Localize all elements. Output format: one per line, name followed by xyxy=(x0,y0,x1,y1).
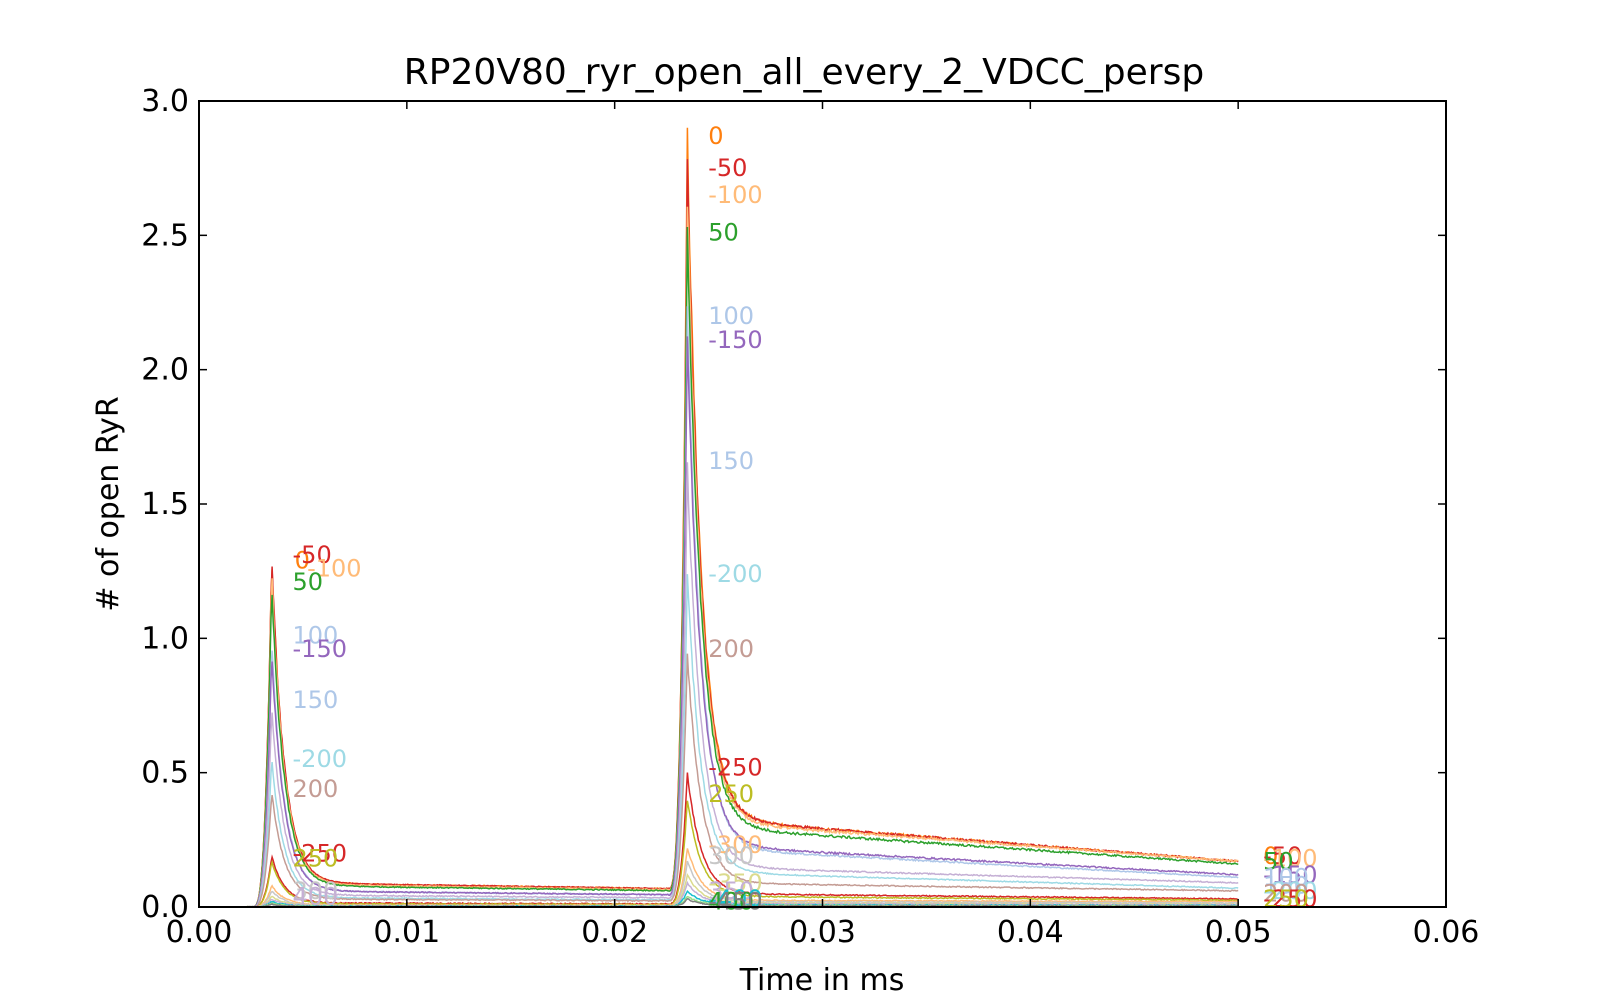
series-label-peak1: 250 xyxy=(293,845,339,873)
series-label-end: 250 xyxy=(1263,885,1309,913)
series-label-end: -50 xyxy=(1263,842,1302,870)
x-tick-label: 0.01 xyxy=(373,915,440,950)
x-tick-label: 0.05 xyxy=(1205,915,1272,950)
x-tick-label: 0.02 xyxy=(581,915,648,950)
x-tick-label: 0.03 xyxy=(789,915,856,950)
series-label-peak2: -100 xyxy=(708,181,762,209)
chart-title: RP20V80_ryr_open_all_every_2_VDCC_persp xyxy=(404,52,1204,93)
series-line xyxy=(246,159,1239,908)
series-label-peak2: -350 xyxy=(708,869,762,897)
plot-frame xyxy=(198,100,1447,908)
series-line xyxy=(246,848,1239,908)
x-axis: 0.00 0.01 0.02 0.03 0.04 0.05 0.06 xyxy=(166,101,1480,950)
series-label-peak1: -150 xyxy=(293,635,347,663)
y-tick-label: 0.0 xyxy=(141,890,189,925)
series-label-peak1: -100 xyxy=(307,554,361,582)
series-label-end: -100 xyxy=(1263,845,1317,873)
series-label-peak1: 50 xyxy=(293,568,324,596)
x-tick-label: 0.06 xyxy=(1413,915,1480,950)
series-label-peak2: 250 xyxy=(708,780,754,808)
series-line xyxy=(246,800,1239,908)
series-label-peak1: 400 xyxy=(293,882,339,910)
series-line xyxy=(246,653,1239,908)
series-label-peak1: 100 xyxy=(293,622,339,650)
series-line xyxy=(246,306,1239,908)
plot-area: 0-50-10050100-150150-200200-250250300400… xyxy=(246,122,1318,916)
series-label-end: 0 xyxy=(1263,842,1278,870)
series-label-end: -150 xyxy=(1263,861,1317,889)
series-label-end: 200 xyxy=(1263,880,1309,908)
x-axis-label: Time in ms xyxy=(739,963,905,998)
series-label-peak2: -150 xyxy=(708,326,762,354)
series-label-peak2: 100 xyxy=(708,302,754,330)
y-tick-label: 1.0 xyxy=(141,621,189,656)
series-label-peak2: 300 xyxy=(708,842,754,870)
series-label-peak1: 300 xyxy=(293,877,339,905)
series-label-peak2: -450 xyxy=(708,888,762,916)
y-tick-label: 2.0 xyxy=(141,353,189,388)
series-line xyxy=(246,336,1239,908)
series-label-peak2: -400 xyxy=(708,885,762,913)
series-line xyxy=(246,226,1239,908)
series-label-peak1: 200 xyxy=(293,775,339,803)
series-label-peak2: 350 xyxy=(708,877,754,905)
y-axis: 0.0 0.5 1.0 1.5 2.0 2.5 3.0 xyxy=(141,84,1446,925)
series-label-end: 50 xyxy=(1263,847,1294,875)
x-tick-label: 0.04 xyxy=(997,915,1064,950)
series-label-peak2: -50 xyxy=(708,154,747,182)
series-label-peak1: -50 xyxy=(293,541,332,569)
y-axis-label: # of open RyR xyxy=(91,396,126,611)
series-label-end: -250 xyxy=(1263,885,1317,913)
x-tick-label: 0.00 xyxy=(166,915,233,950)
series-label-peak2: 50 xyxy=(708,219,739,247)
series-label-peak2: -200 xyxy=(708,560,762,588)
series-label-peak2: -300 xyxy=(708,831,762,859)
series-line xyxy=(246,574,1239,908)
y-tick-label: 2.5 xyxy=(141,218,189,253)
series-label-end: -200 xyxy=(1263,877,1317,905)
y-tick-label: 0.5 xyxy=(141,756,189,791)
series-line xyxy=(246,462,1239,908)
series-label-peak2: 200 xyxy=(708,635,754,663)
series-label-peak1: 150 xyxy=(293,686,339,714)
y-tick-label: 3.0 xyxy=(141,84,189,119)
series-label-peak2: 150 xyxy=(708,447,754,475)
y-tick-label: 1.5 xyxy=(141,487,189,522)
series-label-peak1: -200 xyxy=(293,745,347,773)
series-label-peak2: 0 xyxy=(708,122,723,150)
series-label-end: 150 xyxy=(1263,872,1309,900)
series-label-peak1: -250 xyxy=(293,839,347,867)
series-label-peak2: 400 xyxy=(708,888,754,916)
series-label-end: 100 xyxy=(1263,863,1309,891)
series-label-peak2: -250 xyxy=(708,753,762,781)
series-label-peak1: 0 xyxy=(295,546,310,574)
